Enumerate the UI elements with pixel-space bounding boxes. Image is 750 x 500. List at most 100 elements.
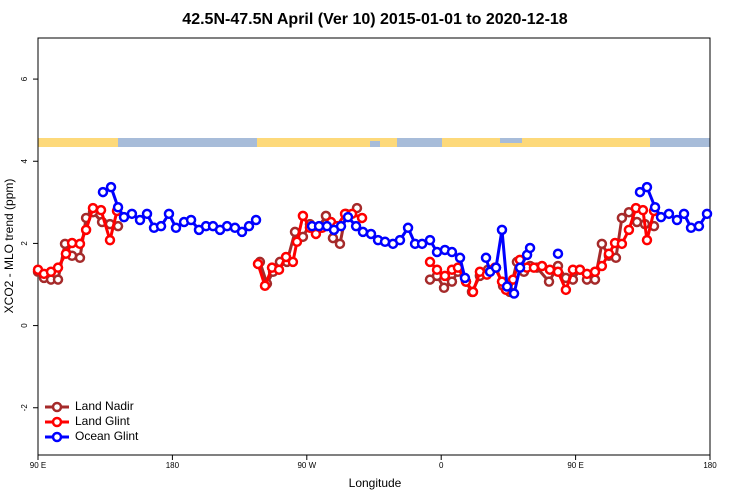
- y-tick-label: 0: [20, 323, 29, 328]
- data-point: [243, 220, 255, 232]
- data-point: [528, 262, 540, 273]
- data-point: [663, 208, 675, 220]
- data-point: [416, 238, 428, 250]
- data-point: [589, 266, 601, 278]
- data-point: [678, 208, 690, 220]
- data-point: [671, 214, 683, 226]
- legend-label: Ocean Glint: [75, 429, 139, 443]
- data-point: [236, 226, 248, 238]
- x-tick-label: 90 W: [297, 461, 316, 470]
- data-point: [104, 234, 116, 246]
- data-point: [438, 282, 450, 294]
- legend-marker: [51, 416, 63, 428]
- data-point: [334, 238, 346, 250]
- data-point: [259, 280, 271, 291]
- data-point: [80, 224, 92, 236]
- data-point: [74, 238, 86, 250]
- data-point: [514, 262, 526, 273]
- data-point: [356, 212, 368, 224]
- data-point: [350, 220, 362, 232]
- data-point: [496, 224, 508, 236]
- data-point: [60, 248, 72, 259]
- series: [32, 202, 660, 298]
- data-point: [634, 186, 646, 198]
- data-point: [543, 276, 555, 287]
- x-tick-label: 90 E: [30, 461, 46, 470]
- data-point: [641, 181, 653, 193]
- data-point: [581, 268, 593, 280]
- data-point: [52, 262, 64, 273]
- data-point: [446, 276, 458, 287]
- x-tick-label: 180: [703, 461, 717, 470]
- y-tick-label: -2: [20, 404, 29, 412]
- data-point: [141, 208, 153, 220]
- data-point: [536, 260, 548, 272]
- data-point: [501, 281, 513, 292]
- data-point: [439, 270, 451, 282]
- data-point: [637, 204, 649, 216]
- data-point: [623, 224, 635, 236]
- data-point: [560, 284, 572, 296]
- data-point: [280, 251, 292, 263]
- data-point: [250, 214, 262, 226]
- x-tick-label: 0: [439, 461, 444, 470]
- x-axis-label: Longitude: [349, 476, 402, 490]
- data-point: [459, 272, 471, 284]
- data-point: [252, 258, 264, 270]
- data-point: [603, 248, 615, 259]
- data-point: [446, 246, 458, 258]
- data-point: [185, 214, 197, 226]
- land-strip: [257, 138, 397, 147]
- data-point: [454, 252, 466, 264]
- y-tick-label: 2: [20, 241, 29, 246]
- data-point: [155, 220, 167, 232]
- data-point: [357, 226, 369, 238]
- data-point: [394, 234, 406, 246]
- data-point: [291, 236, 303, 248]
- data-point: [693, 220, 705, 232]
- legend-marker: [51, 431, 63, 443]
- legend-label: Land Glint: [75, 414, 130, 428]
- y-axis-label: XCO2 - MLO trend (ppm): [2, 179, 16, 314]
- data-point: [335, 220, 347, 232]
- plot-frame: [37, 37, 711, 456]
- data-point: [112, 202, 124, 213]
- data-point: [95, 204, 107, 216]
- data-point: [424, 234, 436, 246]
- data-point: [480, 252, 492, 264]
- chart-title: 42.5N-47.5N April (Ver 10) 2015-01-01 to…: [182, 11, 568, 28]
- y-tick-label: 6: [20, 76, 29, 81]
- data-point: [74, 252, 86, 264]
- data-point: [596, 238, 608, 250]
- data-point: [163, 208, 175, 220]
- data-point: [287, 256, 299, 268]
- data-point: [616, 238, 628, 250]
- data-point: [273, 264, 285, 275]
- land-strip: [38, 138, 118, 147]
- data-point: [701, 208, 713, 220]
- x-tick-label: 90 E: [567, 461, 583, 470]
- data-point: [596, 260, 608, 272]
- data-point: [402, 222, 414, 234]
- data-point: [134, 214, 146, 226]
- data-point: [616, 212, 628, 224]
- series: [97, 181, 713, 299]
- data-point: [87, 202, 99, 214]
- data-point: [467, 286, 479, 298]
- data-point: [424, 256, 436, 268]
- data-point: [126, 208, 138, 220]
- y-tick-label: 4: [20, 158, 29, 163]
- data-point: [170, 222, 182, 234]
- data-point: [52, 274, 64, 285]
- surface-strip: [38, 138, 710, 147]
- data-point: [297, 210, 309, 222]
- data-point: [97, 186, 109, 198]
- x-tick-label: 180: [166, 461, 180, 470]
- legend-marker: [51, 401, 63, 413]
- data-point: [365, 228, 377, 240]
- data-point: [508, 288, 520, 299]
- data-point: [544, 264, 556, 275]
- data-point: [490, 262, 502, 273]
- data-point: [641, 234, 653, 246]
